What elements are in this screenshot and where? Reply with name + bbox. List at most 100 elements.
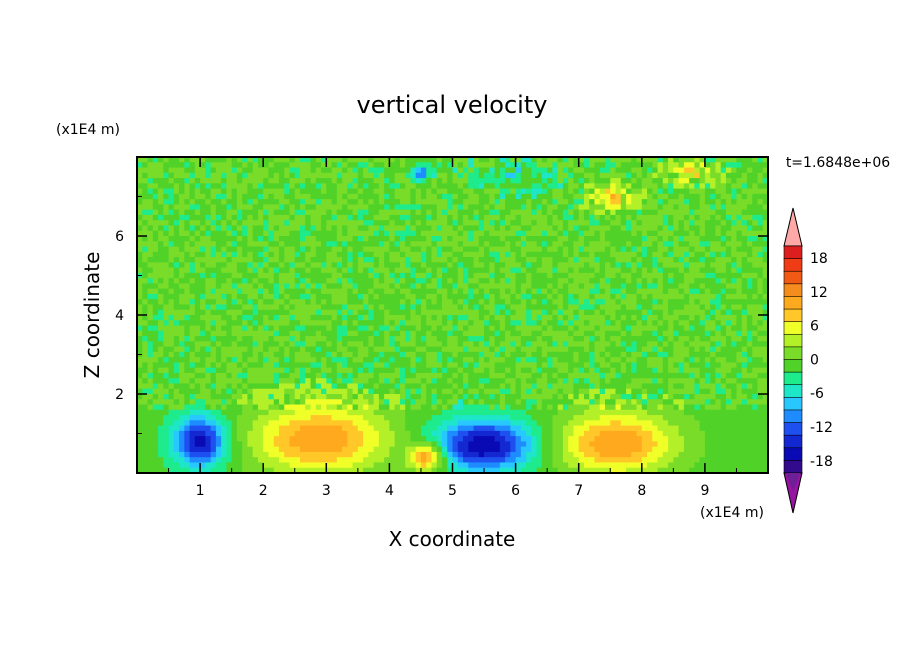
field-cell: [373, 188, 380, 195]
field-cell: [536, 246, 543, 253]
field-cell: [594, 283, 601, 290]
field-cell: [499, 362, 506, 369]
field-cell: [452, 267, 459, 274]
field-cell: [541, 362, 548, 369]
field-cell: [184, 209, 191, 216]
field-cell: [678, 346, 685, 353]
field-cell: [505, 341, 511, 348]
field-cell: [657, 351, 664, 358]
y-unit-label: (x1E4 m): [56, 122, 120, 138]
field-cell: [152, 199, 159, 205]
field-cell: [510, 267, 517, 274]
field-cell: [231, 372, 238, 379]
field-cell: [352, 183, 359, 190]
field-cell: [552, 162, 559, 169]
field-cell: [447, 183, 454, 190]
field-cell: [289, 257, 296, 263]
field-cell: [741, 204, 748, 211]
field-cell: [636, 362, 643, 369]
field-cell: [720, 325, 727, 332]
field-cell: [720, 241, 727, 248]
field-cell: [536, 183, 543, 190]
field-cell: [399, 320, 406, 327]
field-cell: [142, 283, 149, 290]
field-cell: [168, 225, 175, 232]
field-cell: [510, 367, 517, 374]
field-cell: [626, 309, 632, 316]
field-cell: [194, 330, 201, 337]
field-cell: [710, 183, 717, 190]
field-cell: [363, 193, 369, 200]
field-cell: [321, 188, 327, 195]
field-cell: [757, 288, 764, 295]
field-cell: [310, 304, 317, 311]
field-cell: [689, 225, 695, 232]
field-cell: [594, 172, 601, 179]
field-cell: [484, 293, 490, 300]
field-cell: [657, 315, 664, 321]
field-cell: [473, 204, 480, 211]
field-cell: [715, 357, 722, 363]
field-cell: [168, 341, 175, 348]
field-cell: [736, 178, 743, 184]
field-cell: [468, 351, 475, 358]
field-cell: [431, 320, 438, 327]
field-cell: [194, 204, 201, 211]
field-cell: [725, 267, 732, 274]
field-cell: [257, 188, 264, 195]
field-cell: [631, 267, 638, 274]
field-cell: [694, 162, 701, 169]
field-cell: [720, 251, 727, 258]
field-cell: [357, 299, 364, 306]
field-cell: [731, 220, 738, 227]
field-cell: [236, 315, 243, 321]
field-cell: [536, 230, 543, 237]
field-cell: [710, 157, 717, 163]
field-cell: [252, 188, 259, 195]
field-cell: [384, 230, 390, 237]
field-cell: [158, 236, 164, 242]
field-cell: [478, 199, 485, 205]
field-cell: [662, 162, 669, 169]
field-cell: [352, 193, 359, 200]
field-cell: [573, 336, 580, 342]
field-cell: [725, 204, 732, 211]
field-cell: [668, 214, 674, 221]
field-cell: [515, 162, 522, 169]
field-cell: [268, 309, 275, 316]
field-cell: [163, 183, 170, 190]
field-cell: [205, 209, 212, 216]
field-cell: [568, 304, 575, 311]
field-cell: [352, 341, 359, 348]
field-cell: [520, 257, 527, 263]
field-cell: [626, 220, 632, 227]
field-cell: [447, 330, 454, 337]
field-cell: [342, 341, 348, 348]
field-cell: [242, 225, 249, 232]
field-cell: [231, 199, 238, 205]
field-cell: [152, 157, 159, 163]
field-cell: [494, 225, 501, 232]
field-cell: [268, 251, 275, 258]
field-cell: [273, 162, 280, 169]
field-cell: [741, 157, 748, 163]
field-cell: [536, 209, 543, 216]
field-cell: [568, 214, 575, 221]
field-cell: [704, 320, 711, 327]
field-cell: [310, 325, 317, 332]
field-cell: [357, 278, 364, 284]
field-cell: [179, 288, 185, 295]
field-cell: [373, 304, 380, 311]
field-cell: [736, 336, 743, 342]
field-cell: [384, 183, 390, 190]
field-cell: [620, 209, 627, 216]
field-cell: [310, 157, 317, 163]
field-cell: [284, 178, 291, 184]
field-cell: [252, 172, 259, 179]
field-cell: [226, 257, 233, 263]
field-cell: [321, 172, 327, 179]
field-cell: [484, 283, 490, 290]
field-cell: [300, 236, 306, 242]
field-cell: [657, 336, 664, 342]
field-cell: [589, 193, 596, 200]
